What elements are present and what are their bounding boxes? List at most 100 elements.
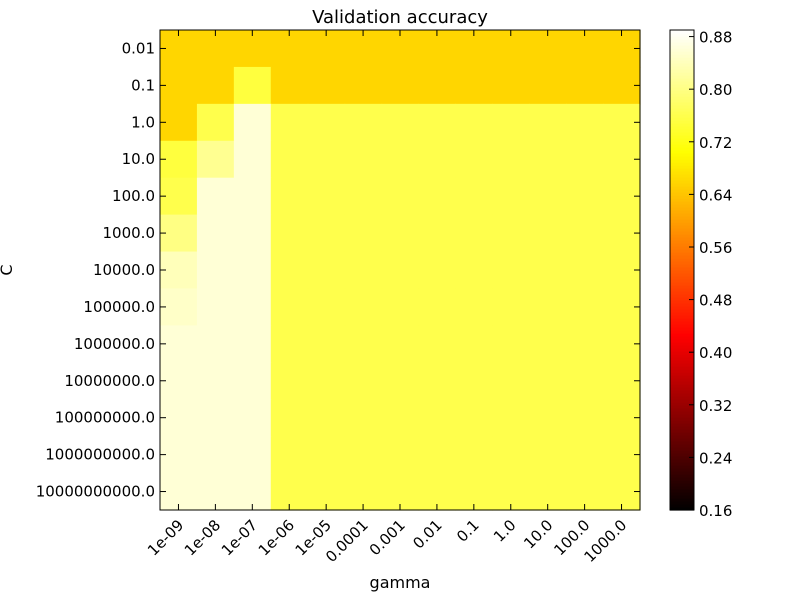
heatmap-cell bbox=[492, 30, 530, 68]
colorbar-segment bbox=[670, 162, 694, 166]
heatmap-cell bbox=[196, 214, 235, 253]
colorbar-segment bbox=[670, 420, 694, 424]
heatmap-cell bbox=[492, 436, 530, 474]
colorbar-segment bbox=[670, 213, 694, 217]
colorbar-segment bbox=[670, 345, 694, 349]
heatmap-cells bbox=[160, 30, 641, 511]
colorbar-segment bbox=[670, 72, 694, 76]
colorbar-segment bbox=[670, 144, 694, 148]
colorbar-segment bbox=[670, 504, 694, 508]
heatmap-cell bbox=[492, 251, 530, 290]
colorbar-segment bbox=[670, 81, 694, 85]
colorbar-segment bbox=[670, 78, 694, 82]
x-tick-label: 0.001 bbox=[366, 516, 409, 559]
heatmap-cell bbox=[270, 66, 309, 105]
colorbar-segment bbox=[670, 300, 694, 304]
colorbar-segment bbox=[670, 282, 694, 286]
colorbar-segment bbox=[670, 111, 694, 115]
heatmap-cell bbox=[270, 103, 309, 142]
heatmap-cell bbox=[233, 362, 272, 400]
heatmap-cell bbox=[455, 399, 493, 437]
heatmap-cell bbox=[270, 214, 309, 253]
colorbar-segment bbox=[670, 465, 694, 469]
heatmap-cell bbox=[344, 30, 383, 68]
colorbar-segment bbox=[670, 120, 694, 124]
colorbar-segment bbox=[670, 153, 694, 157]
heatmap-cell bbox=[418, 103, 456, 142]
colorbar-segment bbox=[670, 423, 694, 427]
heatmap-cell bbox=[566, 325, 604, 363]
heatmap-cell bbox=[455, 251, 493, 290]
colorbar-segment bbox=[670, 438, 694, 442]
colorbar-segment bbox=[670, 492, 694, 496]
y-tick-label: 10.0 bbox=[122, 150, 155, 168]
y-tick-label: 10000000000.0 bbox=[36, 483, 155, 501]
colorbar-segment bbox=[670, 294, 694, 298]
colorbar-segment bbox=[670, 273, 694, 277]
colorbar-segment bbox=[670, 159, 694, 163]
heatmap-cell bbox=[233, 288, 272, 326]
colorbar-segment bbox=[670, 351, 694, 355]
colorbar-segment bbox=[670, 204, 694, 208]
colorbar-tick-label: 0.56 bbox=[699, 239, 732, 257]
heatmap-cell bbox=[566, 177, 604, 216]
colorbar-segment bbox=[670, 177, 694, 181]
colorbar-segment bbox=[670, 366, 694, 370]
colorbar-segment bbox=[670, 84, 694, 88]
heatmap-cell bbox=[160, 214, 198, 253]
heatmap-cell bbox=[160, 66, 198, 105]
heatmap-cell bbox=[160, 140, 198, 179]
colorbar-segment bbox=[670, 102, 694, 106]
colorbar-segment bbox=[670, 291, 694, 295]
colorbar-tick-label: 0.72 bbox=[699, 134, 732, 152]
heatmap-cell bbox=[529, 325, 567, 363]
heatmap-cell bbox=[455, 325, 493, 363]
colorbar-segment bbox=[670, 459, 694, 463]
heatmap-cell bbox=[492, 399, 530, 437]
colorbar-segment bbox=[670, 126, 694, 130]
heatmap-cell bbox=[344, 66, 383, 105]
y-tick-label: 100.0 bbox=[112, 187, 155, 205]
heatmap-cell bbox=[418, 251, 456, 290]
heatmap-cell bbox=[344, 325, 383, 363]
colorbar-tick-label: 0.32 bbox=[699, 397, 732, 415]
colorbar-segment bbox=[670, 138, 694, 142]
heatmap-cell bbox=[160, 251, 198, 290]
colorbar-segment bbox=[670, 90, 694, 94]
heatmap-cell bbox=[455, 140, 493, 179]
colorbar-segment bbox=[670, 375, 694, 379]
heatmap-cell bbox=[307, 288, 346, 326]
colorbar-tick-label: 0.16 bbox=[699, 502, 732, 520]
heatmap-cell bbox=[344, 399, 383, 437]
colorbar-segment bbox=[670, 456, 694, 460]
heatmap-cell bbox=[529, 140, 567, 179]
colorbar-segment bbox=[670, 195, 694, 199]
y-tick-label: 10000.0 bbox=[93, 261, 155, 279]
colorbar-segment bbox=[670, 387, 694, 391]
heatmap-cell bbox=[196, 399, 235, 437]
heatmap-cell bbox=[529, 436, 567, 474]
colorbar-tick-label: 0.40 bbox=[699, 344, 732, 362]
colorbar-segment bbox=[670, 369, 694, 373]
heatmap-cell bbox=[529, 66, 567, 105]
heatmap-cell bbox=[566, 214, 604, 253]
heatmap-cell bbox=[233, 251, 272, 290]
heatmap-cell bbox=[270, 399, 309, 437]
colorbar-segment bbox=[670, 279, 694, 283]
heatmap-cell bbox=[270, 177, 309, 216]
colorbar-segment bbox=[670, 264, 694, 268]
heatmap-cell bbox=[529, 30, 567, 68]
colorbar-segment bbox=[670, 390, 694, 394]
colorbar-segment bbox=[670, 324, 694, 328]
heatmap-cell bbox=[233, 214, 272, 253]
heatmap-cell bbox=[381, 103, 420, 142]
x-tick-label: 0.1 bbox=[453, 516, 483, 546]
y-axis-ticks: 0.01 0.1 1.0 10.0 100.0 1000.0 10000.0 100000.0… bbox=[36, 39, 640, 501]
colorbar-segment bbox=[670, 75, 694, 79]
colorbar-segment bbox=[670, 363, 694, 367]
colorbar-segment bbox=[670, 258, 694, 262]
heatmap-cell bbox=[270, 288, 309, 326]
colorbar-segment bbox=[670, 225, 694, 229]
